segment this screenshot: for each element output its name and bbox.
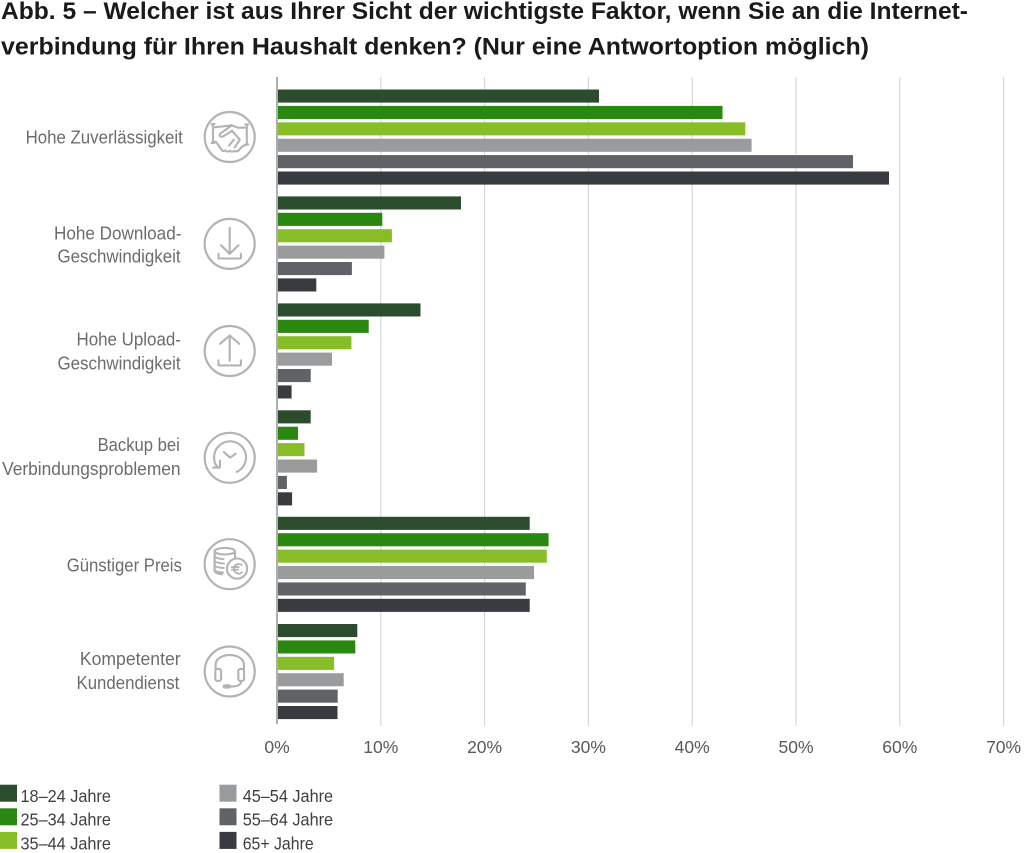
svg-text:Hohe Upload-: Hohe Upload-: [77, 330, 181, 350]
svg-text:70%: 70%: [986, 737, 1021, 757]
svg-text:Backup bei: Backup bei: [98, 435, 180, 455]
svg-text:Hohe Download-: Hohe Download-: [54, 224, 181, 244]
svg-text:Kundendienst: Kundendienst: [77, 673, 180, 693]
svg-text:Geschwindigkeit: Geschwindigkeit: [58, 353, 181, 373]
svg-text:10%: 10%: [363, 737, 398, 757]
svg-text:65+ Jahre: 65+ Jahre: [243, 833, 314, 853]
svg-text:60%: 60%: [882, 737, 917, 757]
svg-text:18–24 Jahre: 18–24 Jahre: [21, 786, 111, 806]
svg-text:Verbindungsproblemen: Verbindungsproblemen: [2, 459, 181, 479]
svg-text:40%: 40%: [675, 737, 710, 757]
svg-text:20%: 20%: [467, 737, 502, 757]
svg-text:35–44 Jahre: 35–44 Jahre: [21, 833, 111, 853]
svg-text:Günstiger Preis: Günstiger Preis: [67, 556, 182, 576]
svg-text:Hohe Zuverlässigkeit: Hohe Zuverlässigkeit: [26, 128, 183, 148]
svg-text:verbindung für Ihren Haushalt: verbindung für Ihren Haushalt denken? (N…: [1, 34, 869, 61]
svg-text:Geschwindigkeit: Geschwindigkeit: [58, 247, 181, 267]
svg-text:50%: 50%: [778, 737, 813, 757]
svg-text:Kompetenter: Kompetenter: [80, 649, 181, 669]
svg-text:55–64 Jahre: 55–64 Jahre: [243, 810, 333, 830]
svg-text:Abb. 5 – Welcher ist aus Ihrer: Abb. 5 – Welcher ist aus Ihrer Sicht der…: [1, 0, 968, 25]
svg-text:30%: 30%: [571, 737, 606, 757]
svg-text:45–54 Jahre: 45–54 Jahre: [243, 786, 333, 806]
svg-text:25–34 Jahre: 25–34 Jahre: [21, 810, 111, 830]
svg-text:0%: 0%: [264, 737, 289, 757]
